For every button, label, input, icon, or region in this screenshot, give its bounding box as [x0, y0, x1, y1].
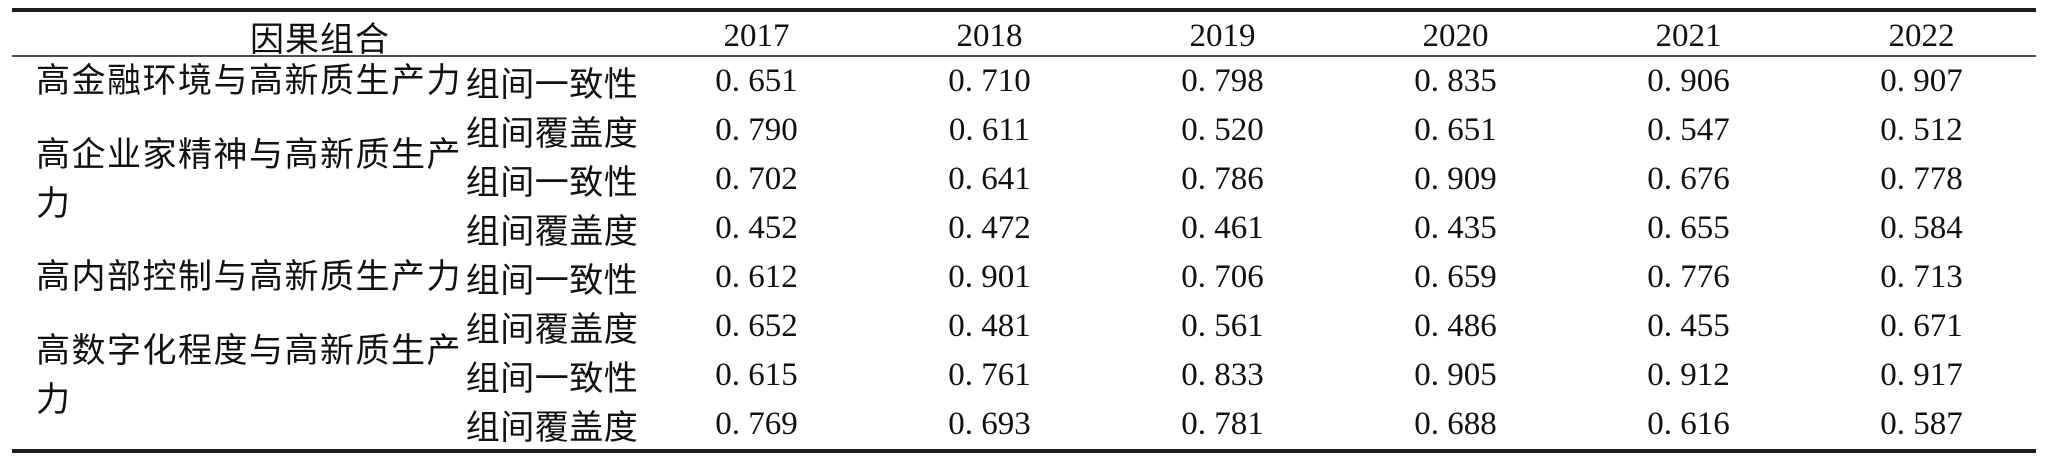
table-bottom-rule [12, 449, 2036, 453]
table-cell: 0. 713 [1880, 259, 1963, 295]
table-cell: 0. 676 [1647, 161, 1730, 197]
group-label-entrepreneurship: 高企业家精神与高新质生产力 [36, 106, 478, 253]
metric-label: 组间一致性 [465, 165, 639, 202]
table-cell: 0. 688 [1414, 406, 1497, 442]
table-header-row: 因果组合 2017 2018 2019 2020 2021 2022 [0, 12, 2048, 59]
table-cell: 0. 912 [1647, 357, 1730, 393]
causal-combination-column: 高金融环境与高新质生产力 高企业家精神与高新质生产力 高内部控制与高新质生产力 … [0, 57, 464, 449]
table-cell: 0. 655 [1647, 210, 1730, 246]
table-cell: 0. 909 [1414, 161, 1497, 197]
table-cell: 0. 472 [948, 210, 1031, 246]
table-data-rows: 组间一致性 0. 651 0. 710 0. 798 0. 835 0. 906… [464, 57, 2038, 449]
table-cell: 0. 917 [1880, 357, 1963, 393]
table-cell: 0. 611 [948, 112, 1031, 148]
table-cell: 0. 651 [715, 63, 798, 99]
table-row: 组间覆盖度 0. 769 0. 693 0. 781 0. 688 0. 616… [464, 400, 2038, 449]
table-cell: 0. 798 [1181, 63, 1264, 99]
table-cell: 0. 833 [1181, 357, 1264, 393]
table-cell: 0. 615 [715, 357, 798, 393]
table-cell: 0. 455 [1647, 308, 1730, 344]
table-row: 组间一致性 0. 615 0. 761 0. 833 0. 905 0. 912… [464, 351, 2038, 400]
table-cell: 0. 512 [1880, 112, 1963, 148]
table-cell: 0. 905 [1414, 357, 1497, 393]
table-cell: 0. 702 [715, 161, 798, 197]
table-cell: 0. 561 [1181, 308, 1264, 344]
table-cell: 0. 547 [1647, 112, 1730, 148]
table-cell: 0. 671 [1880, 308, 1963, 344]
table-cell: 0. 778 [1880, 161, 1963, 197]
metric-label: 组间覆盖度 [465, 116, 639, 153]
table-cell: 0. 907 [1880, 63, 1963, 99]
table-cell: 0. 769 [715, 406, 798, 442]
column-header-year-2019: 2019 [1189, 18, 1256, 54]
header-divider-rule [12, 55, 2036, 57]
table-cell: 0. 481 [948, 308, 1031, 344]
table-body: 高金融环境与高新质生产力 高企业家精神与高新质生产力 高内部控制与高新质生产力 … [0, 57, 2048, 449]
metric-label: 组间覆盖度 [465, 214, 639, 251]
table-cell: 0. 776 [1647, 259, 1730, 295]
table-row: 组间一致性 0. 702 0. 641 0. 786 0. 909 0. 676… [464, 155, 2038, 204]
group-label-text: 高数字化程度与高新质生产力 [36, 332, 462, 419]
table-cell: 0. 761 [948, 357, 1031, 393]
table-cell: 0. 835 [1414, 63, 1497, 99]
group-label-internal-control: 高内部控制与高新质生产力 [36, 259, 462, 296]
metric-label: 组间一致性 [465, 67, 639, 104]
table-row: 组间覆盖度 0. 452 0. 472 0. 461 0. 435 0. 655… [464, 204, 2038, 253]
table-cell: 0. 652 [715, 308, 798, 344]
table-cell: 0. 651 [1414, 112, 1497, 148]
table-cell: 0. 641 [948, 161, 1031, 197]
table-cell: 0. 693 [948, 406, 1031, 442]
table-cell: 0. 790 [715, 112, 798, 148]
table-cell: 0. 612 [715, 259, 798, 295]
table-cell: 0. 461 [1181, 210, 1264, 246]
group-label-finance-environment: 高金融环境与高新质生产力 [36, 63, 462, 100]
metric-label: 组间覆盖度 [465, 312, 639, 349]
table-cell: 0. 452 [715, 210, 798, 246]
table-row: 组间一致性 0. 612 0. 901 0. 706 0. 659 0. 776… [464, 253, 2038, 302]
group-label-digitalization: 高数字化程度与高新质生产力 [36, 302, 478, 449]
column-header-year-2017: 2017 [723, 18, 790, 54]
table-cell: 0. 616 [1647, 406, 1730, 442]
table-row: 组间一致性 0. 651 0. 710 0. 798 0. 835 0. 906… [464, 57, 2038, 106]
table-cell: 0. 435 [1414, 210, 1497, 246]
table-cell: 0. 781 [1181, 406, 1264, 442]
table-cell: 0. 906 [1647, 63, 1730, 99]
table-cell: 0. 710 [948, 63, 1031, 99]
column-header-year-2020: 2020 [1422, 18, 1489, 54]
table-cell: 0. 786 [1181, 161, 1264, 197]
table-cell: 0. 520 [1181, 112, 1264, 148]
table-cell: 0. 587 [1880, 406, 1963, 442]
table-top-rule [12, 8, 2036, 12]
metric-label: 组间覆盖度 [465, 410, 639, 447]
group-label-text: 高企业家精神与高新质生产力 [36, 136, 462, 223]
table-cell: 0. 901 [948, 259, 1031, 295]
table-cell: 0. 659 [1414, 259, 1497, 295]
metric-label: 组间一致性 [465, 361, 639, 398]
table-row: 组间覆盖度 0. 652 0. 481 0. 561 0. 486 0. 455… [464, 302, 2038, 351]
table-cell: 0. 486 [1414, 308, 1497, 344]
table-cell: 0. 584 [1880, 210, 1963, 246]
results-table: 因果组合 2017 2018 2019 2020 2021 2022 高金融环境… [0, 8, 2048, 453]
column-header-year-2022: 2022 [1888, 18, 1955, 54]
metric-label: 组间一致性 [465, 263, 639, 300]
column-header-year-2018: 2018 [956, 18, 1023, 54]
table-cell: 0. 706 [1181, 259, 1264, 295]
column-header-causal-combination: 因果组合 [250, 22, 390, 59]
column-header-year-2021: 2021 [1655, 18, 1722, 54]
table-row: 组间覆盖度 0. 790 0. 611 0. 520 0. 651 0. 547… [464, 106, 2038, 155]
